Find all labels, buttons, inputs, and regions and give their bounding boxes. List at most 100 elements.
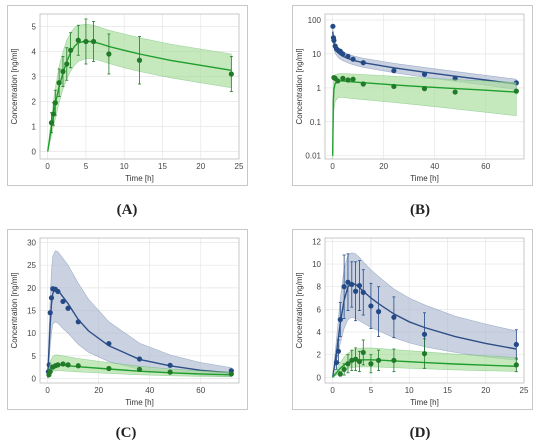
data-point xyxy=(391,357,397,363)
data-point xyxy=(452,89,458,95)
data-point xyxy=(331,37,337,44)
x-tick-label: 25 xyxy=(520,386,529,395)
data-point xyxy=(337,316,343,323)
data-point xyxy=(421,71,428,77)
data-point xyxy=(68,47,74,53)
y-tick-label: 8 xyxy=(317,283,322,292)
y-tick-label: 4 xyxy=(32,48,37,57)
data-point xyxy=(83,38,89,45)
y-tick-label: 1 xyxy=(32,123,37,132)
y-axis-label: Concentration [ng/ml] xyxy=(295,48,304,124)
data-point xyxy=(350,76,356,82)
x-tick-label: 20 xyxy=(379,162,388,171)
data-point xyxy=(65,362,71,368)
y-tick-label: 0 xyxy=(317,373,322,382)
data-point xyxy=(136,366,143,373)
data-point xyxy=(340,75,346,81)
x-tick-label: 5 xyxy=(369,386,374,395)
data-point xyxy=(360,349,366,356)
x-tick-label: 40 xyxy=(145,386,154,395)
x-tick-label: 0 xyxy=(330,162,335,171)
data-point xyxy=(360,289,366,295)
y-tick-label: 10 xyxy=(27,329,36,338)
y-tick-label: 0 xyxy=(32,148,37,157)
y-tick-label: 1 xyxy=(317,84,322,93)
data-point xyxy=(167,362,173,368)
data-point xyxy=(513,362,519,368)
chart-panel-b: 0.01 0.1 1 10 100 0 20 40 60 Time [h] Concentratio… xyxy=(292,5,533,186)
y-tick-label: 30 xyxy=(27,239,36,248)
x-axis-label: Time [h] xyxy=(410,398,439,407)
data-point xyxy=(375,309,382,315)
data-point xyxy=(330,23,336,29)
caption-d: (D) xyxy=(409,425,431,441)
data-point xyxy=(60,68,66,75)
data-point xyxy=(353,356,359,362)
x-tick-label: 10 xyxy=(120,162,129,171)
data-point xyxy=(360,81,366,87)
y-tick-label: 4 xyxy=(317,328,322,337)
data-point xyxy=(345,77,351,83)
y-tick-label: 2 xyxy=(317,351,322,360)
data-point xyxy=(75,363,81,369)
y-tick-label: 100 xyxy=(308,16,322,25)
x-tick-label: 60 xyxy=(481,162,490,171)
data-point xyxy=(106,340,112,347)
data-point xyxy=(353,288,359,294)
data-point xyxy=(341,284,347,290)
data-point xyxy=(391,314,397,320)
y-axis-label: Concentration [ng/ml] xyxy=(295,272,304,348)
x-tick-label: 60 xyxy=(196,386,205,395)
y-tick-label: 2 xyxy=(32,98,37,107)
data-point xyxy=(340,51,346,57)
data-point xyxy=(136,57,143,63)
chart-b-svg: 0.01 0.1 1 10 100 0 20 40 60 Time [h] Concentratio… xyxy=(295,13,525,183)
chart-a-svg: 0 1 2 3 4 5 0 5 10 15 20 25 Time [h] Concentration [n… xyxy=(10,13,244,183)
data-point xyxy=(421,350,428,357)
data-point xyxy=(421,331,428,337)
data-point xyxy=(167,369,173,375)
plot-frame xyxy=(39,237,240,384)
x-tick-label: 15 xyxy=(158,162,167,171)
y-tick-label: 5 xyxy=(32,352,37,361)
x-tick-label: 20 xyxy=(481,386,490,395)
x-tick-label: 0 xyxy=(45,162,50,171)
y-tick-label: 10 xyxy=(312,260,321,269)
data-point xyxy=(345,361,351,367)
data-point xyxy=(333,360,340,366)
x-axis-label: Time [h] xyxy=(125,398,154,407)
data-point xyxy=(360,60,366,66)
data-point xyxy=(64,61,70,67)
data-point xyxy=(391,83,397,90)
plot-frame xyxy=(39,13,240,160)
plot-frame xyxy=(324,237,525,384)
caption-a: (A) xyxy=(116,202,138,218)
data-point xyxy=(421,85,428,92)
y-tick-label: 3 xyxy=(32,73,37,82)
y-axis-label: Concentration [ng/ml] xyxy=(10,48,19,124)
data-point xyxy=(48,295,55,301)
data-point xyxy=(375,357,382,363)
data-point xyxy=(106,365,112,372)
y-tick-label: 10 xyxy=(312,50,321,59)
data-point xyxy=(47,310,53,316)
data-point xyxy=(391,68,397,74)
data-point xyxy=(60,298,66,305)
data-point xyxy=(75,37,81,43)
data-point xyxy=(356,358,363,365)
y-tick-label: 0 xyxy=(32,374,37,383)
data-point xyxy=(60,361,66,367)
data-point xyxy=(335,78,341,84)
data-point xyxy=(513,88,519,94)
chart-panel-d: 0 2 4 6 8 10 12 0 5 10 15 20 25 Time [h] Concentration… xyxy=(292,229,533,410)
x-axis-label: Time [h] xyxy=(125,174,154,183)
y-tick-label: 0.01 xyxy=(305,152,321,161)
plot-frame xyxy=(324,13,525,160)
data-point xyxy=(337,371,343,377)
y-tick-label: 20 xyxy=(27,284,36,293)
data-point xyxy=(341,366,347,373)
y-axis-label: Concentration [ng/ml] xyxy=(10,272,19,348)
x-tick-label: 25 xyxy=(235,162,244,171)
data-point xyxy=(345,53,351,59)
chart-panel-c: 0 5 10 15 20 25 30 0 20 40 60 Time [h] Concentration… xyxy=(7,229,248,410)
